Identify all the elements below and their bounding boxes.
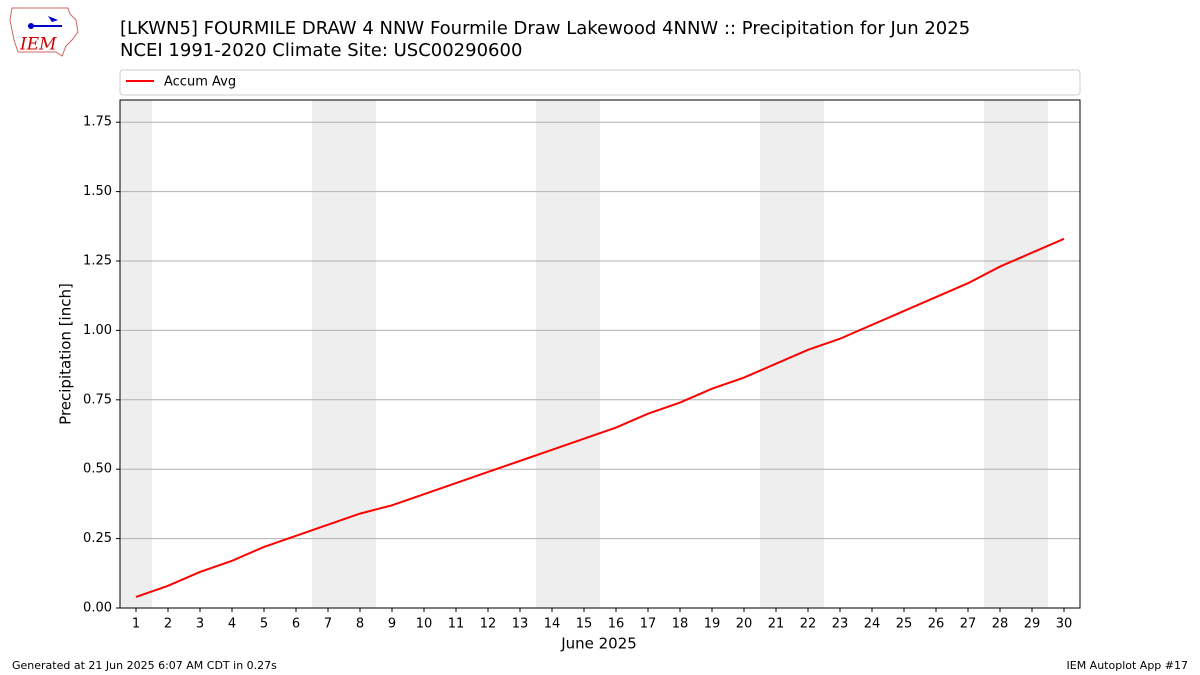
x-tick-label: 2 bbox=[164, 617, 172, 632]
x-tick-label: 15 bbox=[576, 617, 593, 632]
x-tick-label: 25 bbox=[896, 617, 913, 632]
x-tick-label: 6 bbox=[292, 617, 300, 632]
x-tick-label: 24 bbox=[864, 617, 881, 632]
y-tick-label: 1.50 bbox=[83, 184, 112, 199]
x-tick-label: 18 bbox=[672, 617, 689, 632]
x-tick-label: 22 bbox=[800, 617, 817, 632]
y-tick-label: 1.00 bbox=[83, 323, 112, 338]
logo-text: IEM bbox=[19, 35, 57, 55]
footer-left: Generated at 21 Jun 2025 6:07 AM CDT in … bbox=[12, 659, 277, 672]
x-tick-label: 30 bbox=[1056, 617, 1073, 632]
x-tick-label: 27 bbox=[960, 617, 977, 632]
weekend-band bbox=[984, 100, 1048, 608]
x-tick-label: 8 bbox=[356, 617, 364, 632]
y-tick-label: 0.25 bbox=[83, 531, 112, 546]
weekend-band bbox=[120, 100, 152, 608]
logo-outline bbox=[9, 7, 79, 57]
logo-flag bbox=[48, 16, 58, 22]
x-tick-label: 23 bbox=[832, 617, 849, 632]
y-tick-label: 0.00 bbox=[83, 601, 112, 616]
x-tick-label: 19 bbox=[704, 617, 721, 632]
x-tick-label: 20 bbox=[736, 617, 753, 632]
x-axis-label: June 2025 bbox=[560, 635, 637, 653]
x-tick-label: 13 bbox=[512, 617, 529, 632]
logo: IEM bbox=[9, 7, 79, 57]
legend-label: Accum Avg bbox=[164, 75, 236, 90]
x-tick-label: 5 bbox=[260, 617, 268, 632]
y-tick-label: 0.75 bbox=[83, 392, 112, 407]
chart-subtitle: NCEI 1991-2020 Climate Site: USC00290600 bbox=[120, 40, 522, 61]
logo-dot bbox=[28, 23, 34, 29]
x-tick-label: 7 bbox=[324, 617, 332, 632]
legend-box bbox=[119, 69, 1081, 96]
x-tick-label: 17 bbox=[640, 617, 657, 632]
weekend-band bbox=[312, 100, 376, 608]
x-tick-label: 3 bbox=[196, 617, 204, 632]
x-tick-label: 29 bbox=[1024, 617, 1041, 632]
x-tick-label: 28 bbox=[992, 617, 1009, 632]
x-tick-label: 16 bbox=[608, 617, 625, 632]
x-tick-label: 9 bbox=[388, 617, 396, 632]
weekend-band bbox=[760, 100, 824, 608]
y-tick-label: 1.25 bbox=[83, 254, 112, 269]
x-tick-label: 1 bbox=[132, 617, 140, 632]
x-tick-label: 21 bbox=[768, 617, 785, 632]
weekend-band bbox=[536, 100, 600, 608]
y-tick-label: 0.50 bbox=[83, 462, 112, 477]
x-tick-label: 10 bbox=[416, 617, 433, 632]
x-tick-label: 26 bbox=[928, 617, 945, 632]
line bbox=[135, 237, 1065, 598]
y-tick-label: 1.75 bbox=[83, 115, 112, 130]
y-axis-label: Precipitation [inch] bbox=[57, 283, 75, 425]
footer-right: IEM Autoplot App #17 bbox=[1067, 659, 1189, 672]
x-tick-label: 12 bbox=[480, 617, 497, 632]
x-tick-label: 14 bbox=[544, 617, 561, 632]
chart-title: [LKWN5] FOURMILE DRAW 4 NNW Fourmile Dra… bbox=[120, 18, 970, 39]
plot-frame bbox=[119, 99, 1081, 609]
x-tick-label: 4 bbox=[228, 617, 236, 632]
x-tick-label: 11 bbox=[448, 617, 465, 632]
